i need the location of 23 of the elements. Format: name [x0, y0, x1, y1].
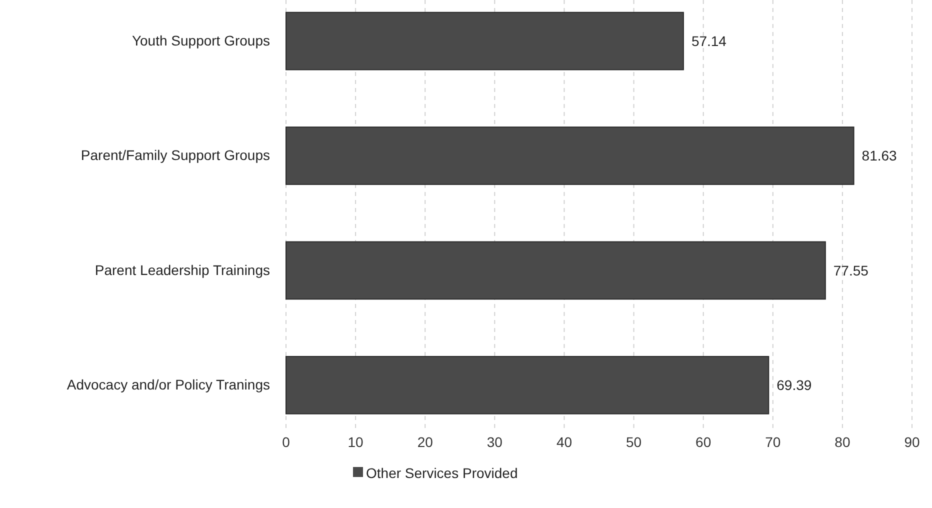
data-label: 81.63: [862, 148, 898, 164]
legend-label: Other Services Provided: [366, 464, 518, 481]
x-tick-label: 50: [626, 434, 642, 450]
x-tick-label: 10: [348, 434, 364, 450]
x-tick-label: 70: [765, 434, 781, 450]
data-label: 57.14: [691, 32, 727, 49]
x-tick-label: 80: [834, 434, 850, 450]
bar: [286, 241, 826, 300]
y-tick-label: Advocacy and/or Policy Tranings: [66, 376, 270, 393]
x-tick-label: 30: [486, 434, 503, 450]
bar: [286, 12, 684, 70]
bar: [286, 356, 770, 414]
bar: [286, 126, 854, 185]
x-tick-label: 60: [696, 434, 712, 450]
x-tick-label: 0: [282, 434, 290, 450]
data-label: 69.39: [776, 377, 812, 394]
y-tick-label: Youth Support Groups: [132, 32, 270, 49]
y-tick-label: Parent/Family Support Groups: [80, 147, 270, 164]
data-label: 77.55: [833, 262, 869, 278]
x-tick-label: 40: [556, 434, 572, 450]
x-tick-label: 90: [904, 434, 920, 450]
x-tick-label: 20: [417, 434, 434, 450]
y-tick-label: Parent Leadership Trainings: [94, 262, 270, 278]
